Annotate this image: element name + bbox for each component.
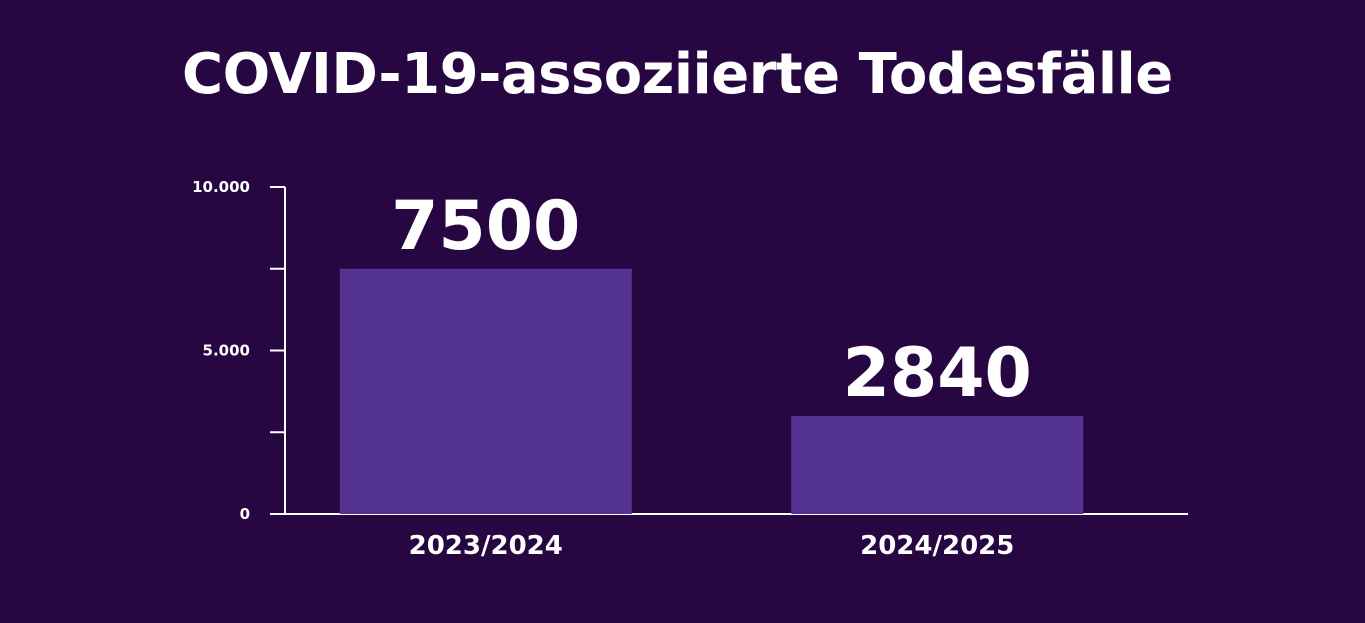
- bars-group: [339, 268, 1084, 514]
- y-tick-label: 0: [240, 505, 250, 523]
- bar-value-label: 7500: [391, 187, 580, 266]
- bar: [791, 415, 1084, 514]
- bar: [339, 268, 632, 514]
- bar-value-label: 2840: [843, 334, 1032, 413]
- y-axis-ticks: 0 5.000 10.000: [192, 178, 285, 523]
- chart-title: COVID-19-assoziierte Todesfälle: [182, 42, 1173, 107]
- x-category-label: 2024/2025: [860, 531, 1014, 561]
- x-category-label: 2023/2024: [409, 531, 563, 561]
- y-tick-label: 5.000: [203, 342, 250, 360]
- labels-group: 7500 2023/2024 2840 2024/2025: [391, 187, 1032, 561]
- y-tick-label: 10.000: [192, 178, 250, 196]
